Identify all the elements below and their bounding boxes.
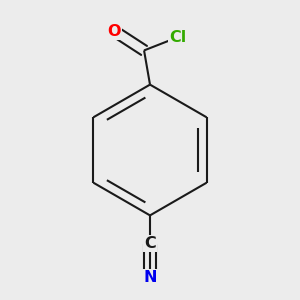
Text: C: C <box>144 236 156 251</box>
Text: O: O <box>108 24 121 39</box>
Text: Cl: Cl <box>169 30 187 45</box>
Text: N: N <box>143 270 157 285</box>
